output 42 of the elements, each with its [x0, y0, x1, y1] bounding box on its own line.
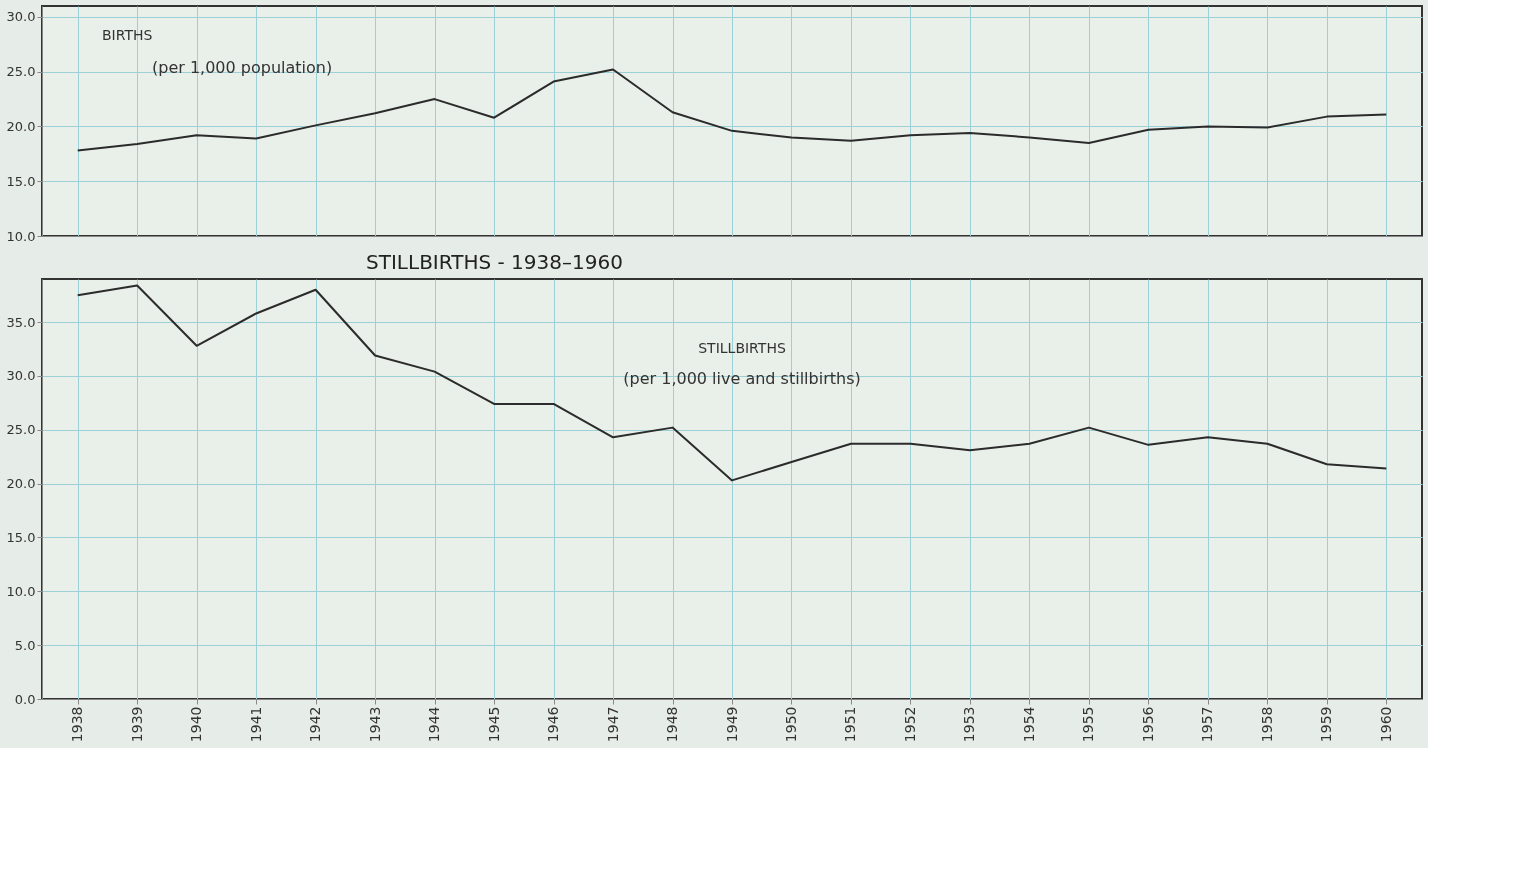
x-tick-label: 1953 — [961, 706, 978, 743]
y-tick-label: 25.0 — [6, 422, 36, 438]
y-tick-label: 35.0 — [6, 314, 36, 330]
x-tick-label: 1943 — [366, 706, 383, 743]
y-tick-label: 20.0 — [6, 476, 36, 492]
x-tick-label: 1944 — [426, 706, 443, 743]
y-tick-label: 5.0 — [14, 637, 36, 653]
x-tick-label: 1945 — [485, 706, 502, 743]
annotation: BIRTHS — [102, 27, 153, 43]
x-tick-label: 1938 — [69, 706, 86, 743]
x-tick-label: 1952 — [901, 706, 918, 743]
x-tick-label: 1948 — [664, 706, 681, 743]
annotation: (per 1,000 population) — [152, 58, 333, 77]
y-tick-label: 10.0 — [6, 583, 36, 599]
x-tick-label: 1946 — [545, 706, 562, 743]
y-tick-label: 0.0 — [14, 691, 36, 707]
x-tick-label: 1960 — [1377, 706, 1394, 743]
chart-title: STILLBIRTHS - 1938–1960 — [366, 250, 623, 274]
x-tick-label: 1954 — [1020, 706, 1037, 743]
y-tick-label: 30.0 — [6, 368, 36, 384]
annotation: (per 1,000 live and stillbirths) — [623, 369, 861, 388]
x-tick-label: 1942 — [307, 706, 324, 743]
x-tick-label: 1941 — [247, 706, 264, 743]
x-tick-label: 1951 — [842, 706, 859, 743]
x-tick-label: 1950 — [782, 706, 799, 743]
x-tick-label: 1955 — [1080, 706, 1097, 743]
x-tick-label: 1956 — [1139, 706, 1156, 743]
x-tick-label: 1949 — [723, 706, 740, 743]
y-tick-label: 15.0 — [6, 529, 36, 545]
line-series — [76, 284, 1388, 482]
y-tick-label: 10.0 — [6, 228, 36, 244]
x-tick-label: 1959 — [1318, 706, 1335, 743]
y-tick-label: 20.0 — [6, 118, 36, 134]
x-tick-label: 1958 — [1258, 706, 1275, 743]
y-tick-label: 15.0 — [6, 173, 36, 189]
x-tick-label: 1939 — [128, 706, 145, 743]
x-tick-label: 1940 — [188, 706, 205, 743]
x-tick-label: 1957 — [1199, 706, 1216, 743]
annotation: STILLBIRTHS — [698, 340, 786, 356]
y-tick-label: 30.0 — [6, 9, 36, 25]
x-tick-label: 1947 — [604, 706, 621, 743]
y-tick-label: 25.0 — [6, 64, 36, 80]
